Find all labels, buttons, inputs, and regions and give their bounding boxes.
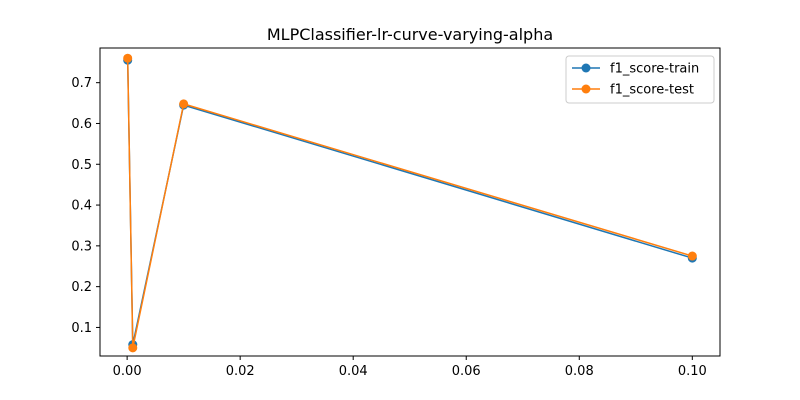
legend-marker (581, 63, 591, 73)
y-tick-label: 0.7 (71, 76, 92, 91)
x-tick-label: 0.10 (678, 364, 707, 379)
legend: f1_score-train f1_score-test (565, 55, 715, 104)
x-tick-label: 0.04 (339, 364, 368, 379)
x-tick-label: 0.00 (113, 364, 142, 379)
series-line-1 (126, 58, 693, 349)
y-tick-label: 0.6 (71, 117, 92, 132)
data-point (687, 251, 697, 261)
y-tick-label: 0.5 (71, 158, 92, 173)
series-layer (123, 53, 697, 353)
legend-label: f1_score-test (610, 83, 694, 98)
x-tick-label: 0.02 (226, 364, 255, 379)
data-point (128, 343, 138, 353)
y-tick-label: 0.2 (71, 280, 92, 295)
chart-title: MLPClassifier-lr-curve-varying-alpha (267, 25, 553, 44)
legend-label: f1_score-train (610, 62, 699, 77)
y-tick-label: 0.1 (71, 321, 92, 336)
plot-frame (99, 47, 721, 357)
legend-box (565, 55, 715, 104)
legend-marker (581, 84, 591, 94)
y-tick-label: 0.3 (71, 239, 92, 254)
y-tick-label: 0.4 (71, 199, 92, 214)
data-point (179, 99, 189, 109)
axis-ticks: 0.00 0.02 0.04 0.06 0.08 0.10 0.1 0.2 0.3 0.4 0.5 0… (71, 76, 706, 379)
x-tick-label: 0.08 (565, 364, 594, 379)
x-tick-label: 0.06 (452, 364, 481, 379)
data-point (123, 53, 133, 63)
